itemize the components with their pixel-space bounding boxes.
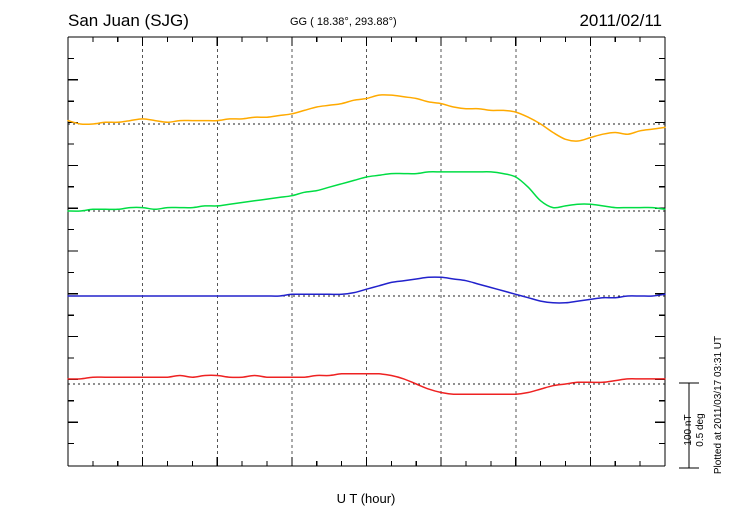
plotted-timestamp: Plotted at 2011/03/17 03:31 UT [713, 336, 724, 474]
data-traces [67, 94, 666, 396]
scale-bar-label-nt: 100 nT [683, 414, 694, 445]
trace-d [67, 276, 666, 304]
trace-f [67, 94, 666, 142]
trace-h [67, 171, 666, 212]
geographic-coordinates: GG ( 18.38°, 293.88°) [290, 16, 397, 28]
scale-bar [679, 382, 699, 469]
trace-z [67, 372, 666, 396]
x-axis-title: U T (hour) [337, 491, 396, 506]
station-title: San Juan (SJG) [68, 11, 189, 30]
scale-bar-label-deg: 0.5 deg [695, 413, 706, 446]
axis-ticks [67, 37, 666, 466]
observation-date: 2011/02/11 [579, 11, 662, 30]
